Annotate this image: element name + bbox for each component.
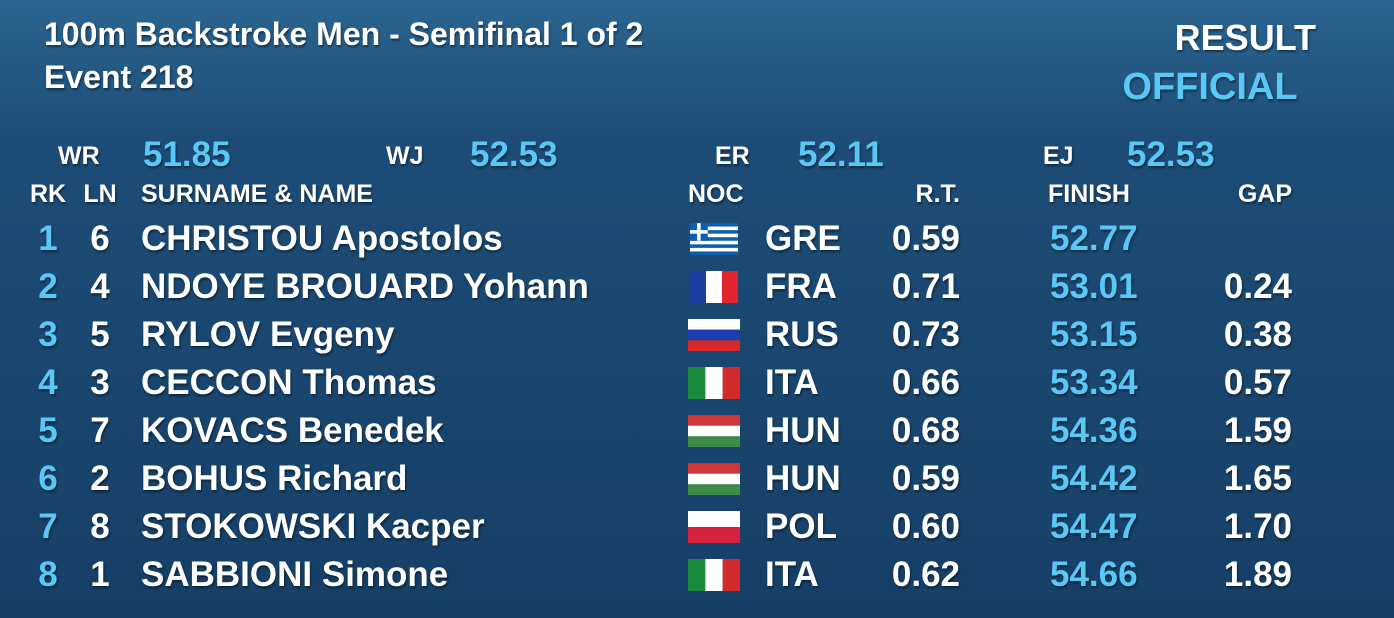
lane: 3 <box>90 363 110 402</box>
flag-france <box>690 271 738 303</box>
record-value: 52.53 <box>470 135 558 174</box>
athlete-name: RYLOV Evgeny <box>141 315 395 354</box>
noc: POL <box>765 507 837 546</box>
noc: FRA <box>765 267 837 306</box>
result-label: RESULT <box>1174 17 1316 58</box>
lane: 5 <box>90 315 110 354</box>
flag-greece <box>690 223 738 255</box>
record-value: 52.53 <box>1127 135 1215 174</box>
record-value: 51.85 <box>143 135 231 174</box>
rank: 1 <box>38 219 58 258</box>
col-header: SURNAME & NAME <box>141 180 373 208</box>
finish-time: 54.42 <box>1050 459 1138 498</box>
gap: 1.59 <box>1223 411 1292 450</box>
noc: GRE <box>765 219 841 258</box>
gap: 1.89 <box>1223 555 1292 594</box>
rank: 8 <box>38 555 58 594</box>
reaction-time: 0.66 <box>891 363 960 402</box>
reaction-time: 0.59 <box>891 459 960 498</box>
col-header: GAP <box>1237 180 1292 208</box>
event-title: 100m Backstroke Men - Semifinal 1 of 2 <box>44 16 644 52</box>
flag-italy <box>688 559 740 591</box>
lane: 1 <box>90 555 110 594</box>
athlete-name: KOVACS Benedek <box>141 411 444 450</box>
record-label: EJ <box>1043 142 1074 170</box>
reaction-time: 0.73 <box>891 315 960 354</box>
athlete-name: BOHUS Richard <box>141 459 408 498</box>
noc: HUN <box>765 459 841 498</box>
noc: HUN <box>765 411 841 450</box>
reaction-time: 0.60 <box>891 507 960 546</box>
noc: ITA <box>765 555 819 594</box>
flag-poland <box>688 511 740 543</box>
rank: 4 <box>38 363 58 402</box>
flag-russia <box>688 319 740 351</box>
reaction-time: 0.68 <box>891 411 960 450</box>
athlete-name: CHRISTOU Apostolos <box>141 219 503 258</box>
rank: 5 <box>38 411 58 450</box>
lane: 6 <box>90 219 110 258</box>
reaction-time: 0.71 <box>891 267 960 306</box>
athlete-name: CECCON Thomas <box>141 363 437 402</box>
gap: 1.65 <box>1223 459 1292 498</box>
rank: 3 <box>38 315 58 354</box>
finish-time: 54.47 <box>1050 507 1138 546</box>
col-header: RK <box>29 180 67 208</box>
reaction-time: 0.59 <box>891 219 960 258</box>
athlete-name: SABBIONI Simone <box>141 555 449 594</box>
finish-time: 53.34 <box>1050 363 1138 402</box>
col-header: FINISH <box>1048 180 1130 208</box>
rank: 2 <box>38 267 58 306</box>
noc: RUS <box>765 315 839 354</box>
flag-hungary <box>688 415 740 447</box>
flag-italy <box>688 367 740 399</box>
reaction-time: 0.62 <box>891 555 960 594</box>
rank: 7 <box>38 507 58 546</box>
col-header: R.T. <box>915 180 960 208</box>
col-header: LN <box>83 180 117 208</box>
lane: 7 <box>90 411 110 450</box>
finish-time: 54.36 <box>1050 411 1138 450</box>
noc: ITA <box>765 363 819 402</box>
status-label: OFFICIAL <box>1122 66 1298 108</box>
event-number: Event 218 <box>44 59 194 95</box>
finish-time: 54.66 <box>1050 555 1138 594</box>
gap: 0.57 <box>1223 363 1292 402</box>
col-header: NOC <box>688 180 744 208</box>
rank: 6 <box>38 459 58 498</box>
gap: 0.24 <box>1223 267 1292 306</box>
record-label: WR <box>58 142 100 170</box>
flag-hungary <box>688 463 740 495</box>
record-value: 52.11 <box>798 135 884 174</box>
lane: 8 <box>90 507 110 546</box>
record-label: ER <box>715 142 750 170</box>
finish-time: 53.01 <box>1050 267 1138 306</box>
finish-time: 52.77 <box>1050 219 1138 258</box>
gap: 1.70 <box>1223 507 1292 546</box>
lane: 2 <box>90 459 110 498</box>
lane: 4 <box>90 267 110 306</box>
record-label: WJ <box>386 142 424 170</box>
finish-time: 53.15 <box>1050 315 1138 354</box>
athlete-name: STOKOWSKI Kacper <box>141 507 485 546</box>
gap: 0.38 <box>1223 315 1292 354</box>
athlete-name: NDOYE BROUARD Yohann <box>141 267 589 306</box>
